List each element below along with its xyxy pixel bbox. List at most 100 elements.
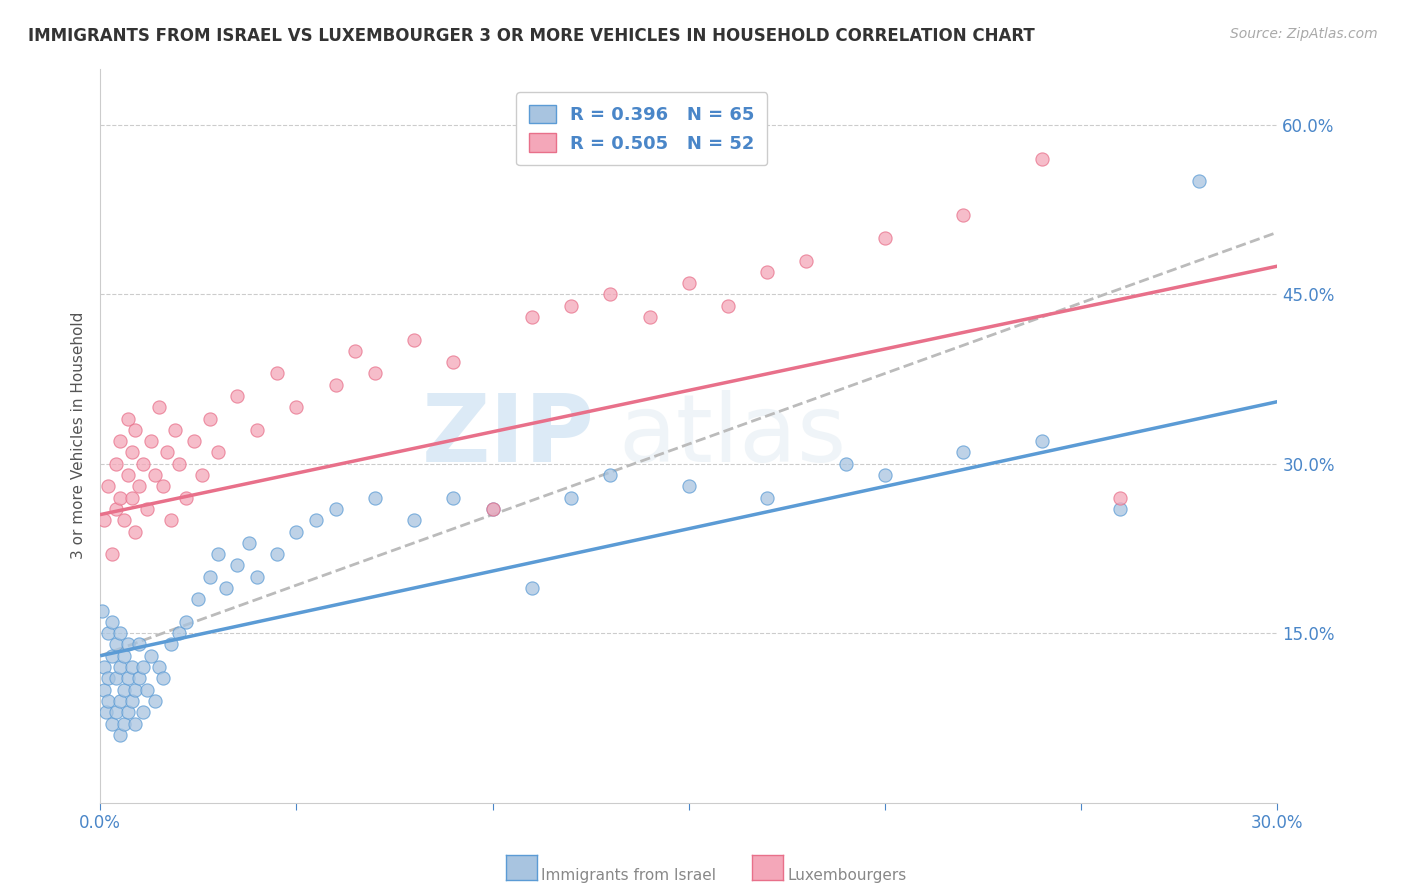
Point [246,570,269,584]
Point [952,445,974,459]
Point [132,457,155,471]
Point [97,694,120,708]
Point [481,502,503,516]
Point [104,638,127,652]
Point [167,457,190,471]
Point [148,401,170,415]
Point [104,705,127,719]
Point [599,468,621,483]
Point [520,310,543,324]
Point [124,423,146,437]
Point [108,694,131,708]
Point [132,660,155,674]
Point [124,716,146,731]
Point [128,638,150,652]
Point [97,626,120,640]
Point [364,367,387,381]
Point [717,299,740,313]
Point [238,536,260,550]
Point [108,728,131,742]
Point [404,333,426,347]
Point [121,694,143,708]
Point [441,355,464,369]
Point [176,615,198,629]
Point [136,682,159,697]
Point [560,299,582,313]
Point [108,626,131,640]
Point [207,445,229,459]
Point [266,547,288,561]
Point [163,423,186,437]
Point [560,491,582,505]
Point [101,615,124,629]
Point [108,660,131,674]
Point [198,570,221,584]
Point [117,638,139,652]
Point [94,705,117,719]
Point [117,411,139,425]
Point [226,558,249,573]
Point [167,626,190,640]
Point [139,434,162,449]
Point [112,682,135,697]
Point [404,513,426,527]
Point [325,502,347,516]
Point [226,389,249,403]
Point [93,513,115,527]
Point [117,705,139,719]
Point [101,648,124,663]
Point [156,445,179,459]
Point [207,547,229,561]
Point [97,479,120,493]
Point [187,592,209,607]
Text: Source: ZipAtlas.com: Source: ZipAtlas.com [1230,27,1378,41]
Point [117,672,139,686]
Y-axis label: 3 or more Vehicles in Household: 3 or more Vehicles in Household [72,312,86,559]
Point [873,231,896,245]
Point [104,672,127,686]
Point [104,502,127,516]
Text: Luxembourgers: Luxembourgers [787,869,907,883]
Point [148,660,170,674]
Point [266,367,288,381]
Point [139,648,162,663]
Point [112,513,135,527]
Point [441,491,464,505]
Point [198,411,221,425]
Point [112,716,135,731]
Point [176,491,198,505]
Point [481,502,503,516]
Point [143,694,166,708]
Point [117,468,139,483]
Point [285,524,308,539]
Point [91,604,114,618]
Point [1109,502,1132,516]
Point [796,253,818,268]
Point [835,457,858,471]
Point [1031,434,1053,449]
Point [136,502,159,516]
Point [124,524,146,539]
Point [124,682,146,697]
Point [128,672,150,686]
Point [101,716,124,731]
Text: atlas: atlas [619,390,846,482]
Point [952,208,974,222]
Point [152,672,174,686]
Point [97,672,120,686]
Point [756,265,779,279]
Point [678,479,700,493]
Point [132,705,155,719]
Point [305,513,328,527]
Point [121,445,143,459]
Point [1188,174,1211,188]
Point [873,468,896,483]
Point [638,310,661,324]
Point [152,479,174,493]
Point [1109,491,1132,505]
Point [285,401,308,415]
Point [108,491,131,505]
Point [121,660,143,674]
Point [246,423,269,437]
Point [112,648,135,663]
